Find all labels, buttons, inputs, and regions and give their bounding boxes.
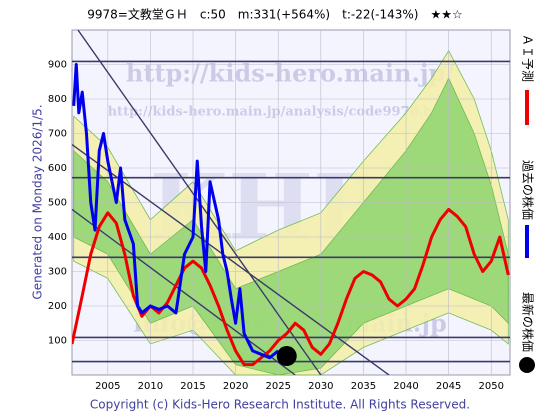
series-line [72, 63, 280, 360]
y-tick-label: 400 [48, 232, 67, 243]
x-tick-label: 2050 [479, 381, 504, 392]
side-label: Generated on Monday 2026/1/5. [31, 104, 45, 299]
legend-swatch [519, 357, 535, 373]
y-tick-label: 100 [48, 336, 67, 347]
y-tick-label: 500 [48, 198, 67, 209]
x-tick-label: 2040 [393, 381, 418, 392]
plot: http://kids-hero.main.jp/http://kids-her… [72, 30, 510, 375]
latest-point [276, 346, 297, 367]
legend-label: 過去の株価 [521, 160, 536, 220]
y-tick-label: 600 [48, 163, 67, 174]
y-tick-label: 700 [48, 129, 67, 140]
x-tick-label: 2030 [308, 381, 333, 392]
footer: Copyright (c) Kids-Hero Research Institu… [90, 398, 470, 412]
trend-line [72, 143, 390, 375]
x-tick-label: 2015 [180, 381, 205, 392]
x-tick-label: 2020 [223, 381, 248, 392]
y-tick-label: 200 [48, 301, 67, 312]
chart-title: 9978=文教堂ＧＨ c:50 m:331(+564%) t:-22(-143%… [87, 7, 463, 22]
y-tick-label: 800 [48, 94, 67, 105]
legend-label: ＡＩ予測 [521, 34, 535, 82]
watermark: http://kids-hero.main.jp/analysis/code99… [108, 105, 453, 120]
x-tick-label: 2025 [265, 381, 290, 392]
x-tick-label: 2010 [138, 381, 163, 392]
band [73, 77, 509, 375]
y-tick-label: 300 [48, 267, 67, 278]
y-tick-label: 900 [48, 60, 67, 71]
legend-label: 最新の株価 [521, 292, 536, 352]
x-tick-label: 2045 [436, 381, 461, 392]
trend-line [72, 208, 296, 375]
x-tick-label: 2005 [95, 381, 120, 392]
watermark: http://kids-hero.main.jp/ [126, 59, 454, 88]
x-tick-label: 2035 [351, 381, 376, 392]
